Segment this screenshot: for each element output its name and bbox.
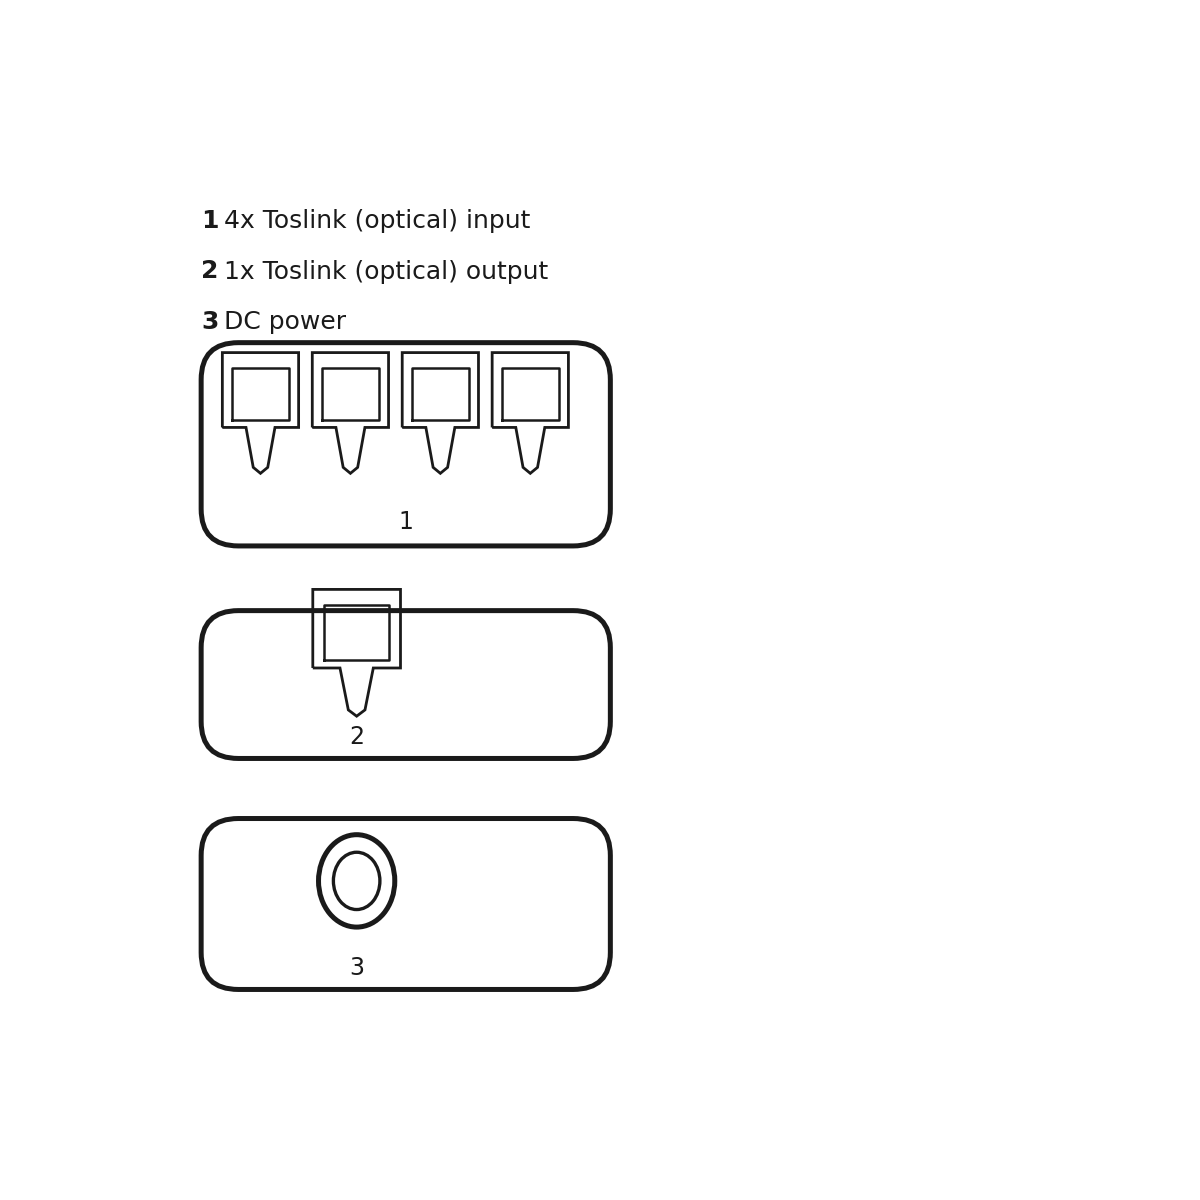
- Text: 1: 1: [202, 209, 218, 233]
- Text: DC power: DC power: [224, 311, 347, 335]
- Text: 2: 2: [349, 725, 364, 749]
- Text: 3: 3: [202, 311, 218, 335]
- FancyBboxPatch shape: [202, 343, 611, 546]
- FancyBboxPatch shape: [202, 818, 611, 990]
- Text: 1: 1: [398, 510, 413, 534]
- Text: 2: 2: [202, 259, 218, 283]
- Text: 4x Toslink (optical) input: 4x Toslink (optical) input: [224, 209, 530, 233]
- Ellipse shape: [334, 852, 380, 910]
- Ellipse shape: [318, 835, 395, 928]
- Text: 1x Toslink (optical) output: 1x Toslink (optical) output: [224, 259, 548, 283]
- FancyBboxPatch shape: [202, 611, 611, 758]
- Text: 3: 3: [349, 956, 364, 980]
